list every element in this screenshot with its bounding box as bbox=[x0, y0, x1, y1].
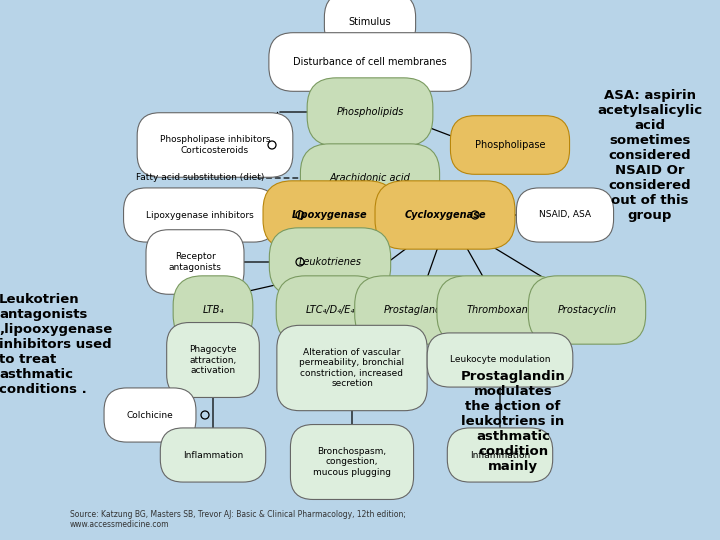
Text: LTB₄: LTB₄ bbox=[202, 305, 224, 315]
Text: Phagocyte
attraction,
activation: Phagocyte attraction, activation bbox=[189, 345, 237, 375]
Text: Inflammation: Inflammation bbox=[470, 450, 530, 460]
Text: Source: Katzung BG, Masters SB, Trevor AJ: Basic & Clinical Pharmacology, 12th e: Source: Katzung BG, Masters SB, Trevor A… bbox=[70, 510, 406, 529]
Text: LTC₄/D₄/E₄: LTC₄/D₄/E₄ bbox=[305, 305, 355, 315]
Text: Fatty acid substitution (diet): Fatty acid substitution (diet) bbox=[136, 173, 264, 183]
Text: Arachidonic acid: Arachidonic acid bbox=[330, 173, 410, 183]
Text: Leukocyte modulation: Leukocyte modulation bbox=[450, 355, 550, 364]
Text: ASA: aspirin
acetylsalicylic
acid
sometimes
considered
NSAID Or
considered
out o: ASA: aspirin acetylsalicylic acid someti… bbox=[597, 89, 703, 222]
Text: Phospholipase inhibitors
Corticosteroids: Phospholipase inhibitors Corticosteroids bbox=[160, 136, 270, 154]
Text: Prostaglandin
modulates
the action of
leukotriens in
asthmatic
condition
mainly: Prostaglandin modulates the action of le… bbox=[461, 370, 565, 472]
Text: Prostacyclin: Prostacyclin bbox=[557, 305, 616, 315]
Text: Receptor
antagonists: Receptor antagonists bbox=[168, 252, 222, 272]
Text: Disturbance of cell membranes: Disturbance of cell membranes bbox=[293, 57, 447, 67]
Text: Phospholipids: Phospholipids bbox=[336, 107, 404, 117]
Text: Prostaglandins: Prostaglandins bbox=[384, 305, 456, 315]
Text: Cycloxygenase: Cycloxygenase bbox=[404, 210, 486, 220]
Text: Inflammation: Inflammation bbox=[183, 450, 243, 460]
Text: Stimulus: Stimulus bbox=[348, 17, 391, 27]
Text: Phospholipase: Phospholipase bbox=[474, 140, 545, 150]
Text: Colchicine: Colchicine bbox=[127, 410, 174, 420]
Text: Bronchospasm,
congestion,
mucous plugging: Bronchospasm, congestion, mucous pluggin… bbox=[313, 447, 391, 477]
Text: Leukotrien
antagonists
,lipooxygenase
inhibitors used
to treat
asthmatic
conditi: Leukotrien antagonists ,lipooxygenase in… bbox=[0, 293, 112, 396]
Text: Leukotrienes: Leukotrienes bbox=[299, 257, 361, 267]
Text: Thromboxane: Thromboxane bbox=[466, 305, 534, 315]
Text: Lipoxygenase: Lipoxygenase bbox=[292, 210, 368, 220]
Text: NSAID, ASA: NSAID, ASA bbox=[539, 211, 591, 219]
Text: Lipoxygenase inhibitors: Lipoxygenase inhibitors bbox=[146, 211, 254, 219]
Text: Alteration of vascular
permeability, bronchial
constriction, increased
secretion: Alteration of vascular permeability, bro… bbox=[300, 348, 405, 388]
